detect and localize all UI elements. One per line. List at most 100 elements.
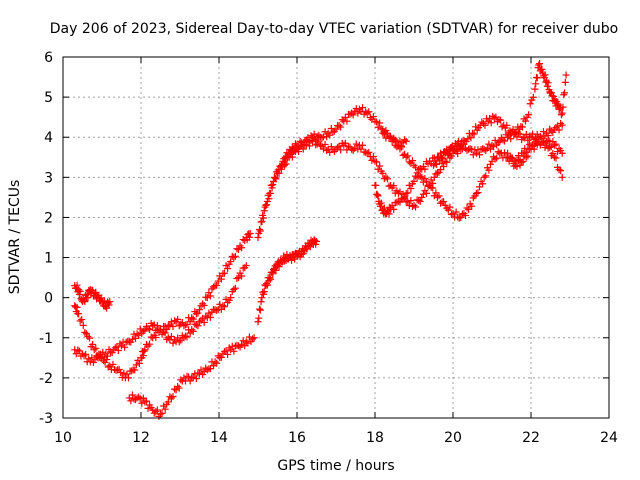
data-point [555, 166, 563, 174]
data-point [470, 130, 478, 138]
data-point [368, 156, 376, 164]
data-point [440, 163, 448, 171]
y-tick-label: 0 [44, 291, 53, 307]
data-point [271, 174, 279, 182]
data-point [222, 295, 230, 303]
data-point [548, 92, 556, 100]
data-point [455, 214, 463, 222]
data-point [457, 213, 465, 221]
data-point [298, 250, 306, 258]
x-tick-label: 18 [366, 430, 384, 446]
data-point [105, 301, 113, 309]
data-point [172, 386, 180, 394]
data-point [530, 145, 538, 153]
data-point [231, 252, 239, 260]
data-point [135, 359, 143, 367]
data-point [208, 285, 216, 293]
data-point [376, 119, 384, 127]
data-point [408, 202, 416, 210]
data-point [192, 321, 200, 329]
data-point [433, 169, 441, 177]
data-point [394, 189, 402, 197]
data-point [337, 146, 345, 154]
data-point [210, 283, 218, 291]
data-point [405, 181, 413, 189]
data-point [485, 166, 493, 174]
data-point [82, 350, 90, 358]
data-point [256, 306, 264, 314]
data-point [268, 184, 276, 192]
data-point [541, 71, 549, 79]
data-point [422, 189, 430, 197]
data-point [211, 358, 219, 366]
data-point [74, 346, 82, 354]
data-point [242, 262, 250, 270]
data-point [288, 153, 296, 161]
y-tick-label: -3 [39, 411, 53, 427]
data-point [299, 145, 307, 153]
series-10 [430, 60, 570, 169]
data-point [78, 316, 86, 324]
data-point [265, 277, 273, 285]
data-point [235, 342, 242, 350]
data-point [174, 315, 182, 323]
data-point [73, 303, 81, 311]
data-point [359, 104, 367, 112]
data-point [401, 194, 409, 202]
data-point [536, 60, 544, 68]
data-point [522, 153, 530, 161]
data-point [430, 161, 437, 169]
data-point [230, 253, 238, 261]
data-point [450, 146, 458, 154]
data-point [396, 137, 404, 145]
data-point [146, 340, 154, 348]
data-point [405, 158, 413, 166]
data-point [373, 118, 381, 126]
data-point [282, 160, 290, 168]
series-11 [504, 137, 566, 181]
data-point [516, 130, 524, 138]
data-point [220, 303, 228, 311]
data-point [175, 384, 183, 392]
data-point [401, 150, 409, 158]
data-point [416, 197, 424, 205]
data-point [189, 315, 197, 323]
data-point [315, 138, 323, 146]
data-point [546, 143, 554, 151]
data-point [373, 158, 381, 166]
data-point [498, 123, 506, 131]
data-point [262, 201, 270, 209]
data-point [263, 201, 271, 209]
data-point [518, 123, 526, 131]
data-point [153, 406, 161, 414]
data-point [171, 317, 179, 325]
data-point [351, 144, 359, 152]
data-point [538, 65, 546, 73]
data-point [443, 158, 451, 166]
data-point [407, 185, 415, 193]
data-point [128, 335, 136, 343]
data-point [554, 148, 562, 156]
data-point [175, 338, 183, 346]
data-point [363, 149, 371, 157]
data-point [332, 125, 340, 133]
series-3 [71, 262, 250, 366]
y-tick-label: 1 [44, 251, 53, 267]
data-point [227, 346, 235, 354]
data-point [422, 178, 430, 186]
data-point [522, 117, 530, 125]
data-point [146, 326, 154, 334]
data-point [166, 321, 174, 329]
data-point [550, 125, 558, 133]
data-point [235, 274, 242, 282]
data-point [299, 250, 307, 258]
data-point [479, 120, 487, 128]
data-point [463, 146, 471, 154]
data-point [132, 361, 140, 369]
data-point [233, 274, 241, 282]
data-point [518, 158, 526, 166]
data-point [557, 111, 565, 119]
data-point [220, 269, 228, 277]
data-point [302, 141, 310, 149]
